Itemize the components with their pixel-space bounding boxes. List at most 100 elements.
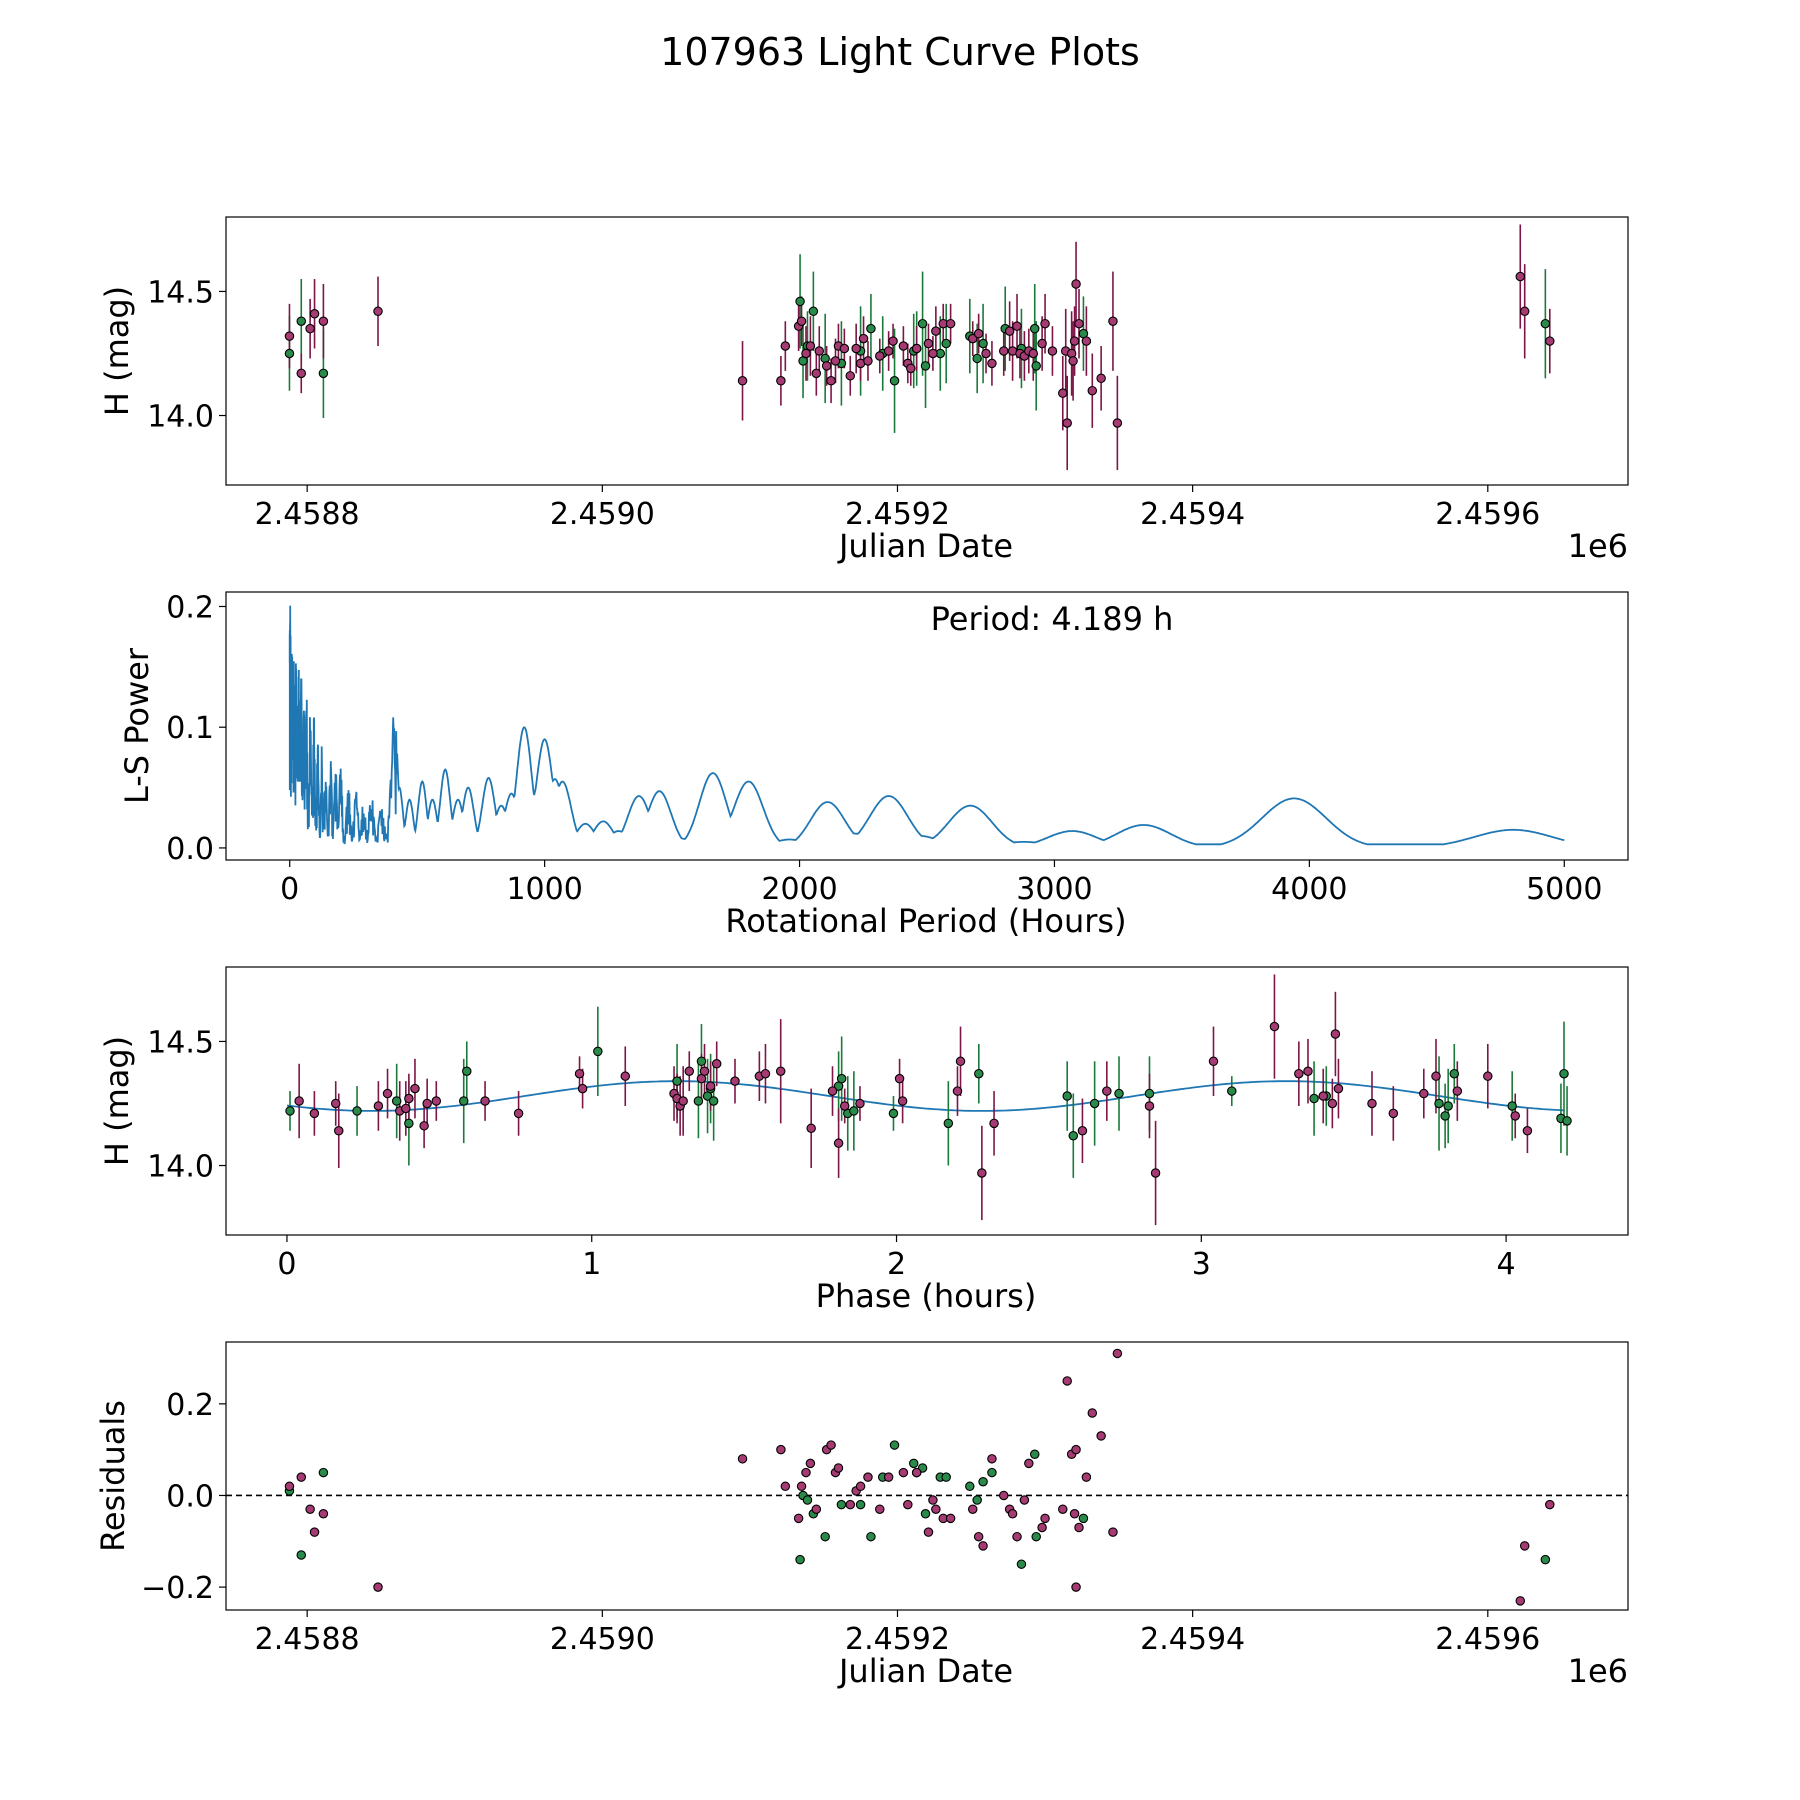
light-curve-xtick-label: 2.4594 — [1140, 497, 1245, 532]
phased-point-band_a — [401, 1103, 411, 1114]
phased-point-band_b — [593, 1046, 603, 1057]
light-curve-point-band_a — [737, 376, 748, 386]
phased-point-band_a — [404, 1093, 414, 1104]
light-curve-point-band_a — [923, 338, 934, 349]
light-curve-points — [284, 224, 1555, 471]
phased-point-band_a — [1102, 1086, 1112, 1096]
residuals-point-band_a — [318, 1509, 329, 1519]
residuals-ytick-label: −0.2 — [141, 1571, 214, 1606]
light-curve-point-band_a — [1028, 348, 1039, 359]
light-curve-point-band_a — [981, 348, 991, 359]
periodogram-xtick-label: 5000 — [1526, 872, 1602, 907]
light-curve-xtick-label: 2.4592 — [845, 497, 950, 532]
residuals-ytick-label: 0.2 — [166, 1388, 214, 1423]
phased-point-band_b — [672, 1076, 682, 1086]
light-curve-point-band_a — [1519, 306, 1530, 317]
light-curve-point-band_b — [284, 348, 295, 359]
light-curve-point-band_b — [889, 376, 900, 386]
residuals-point-band_a — [1024, 1458, 1034, 1469]
light-curve-point-band_a — [305, 323, 315, 334]
residuals-xtick-label: 2.4588 — [255, 1622, 360, 1657]
light-curve-point-band_a — [967, 333, 978, 344]
phased-point-band_b — [836, 1073, 847, 1084]
residuals-points — [226, 1348, 1628, 1606]
light-curve-point-band_a — [373, 306, 383, 317]
phased-point-band_b — [1562, 1116, 1572, 1126]
residuals-point-band_a — [1087, 1408, 1098, 1418]
residuals-point-band_a — [296, 1472, 307, 1482]
periodogram-annotation: Period: 4.189 h — [931, 600, 1174, 638]
light-curve-point-band_b — [941, 338, 951, 349]
residuals-point-band_b — [972, 1495, 982, 1505]
residuals-point-band_b — [920, 1509, 931, 1519]
light-curve-point-band_b — [917, 318, 928, 329]
residuals-point-band_a — [1108, 1527, 1118, 1537]
light-curve-offset-label: 1e6 — [1568, 527, 1628, 565]
light-curve-point-band_a — [911, 343, 922, 354]
residuals-ticks: 2.4588 2.4590 2.4592 2.4594 2.4596 −0.2 0.0 0.2 — [141, 1388, 1540, 1657]
residuals-point-band_a — [1071, 1582, 1081, 1592]
phased-point-band_b — [1227, 1086, 1237, 1096]
phased-point-band_a — [1303, 1066, 1313, 1076]
light-curve-xtick-label: 2.4588 — [255, 497, 360, 532]
phased-point-band_a — [855, 1098, 865, 1109]
residuals-point-band_a — [1037, 1522, 1047, 1533]
residuals-point-band_a — [923, 1527, 934, 1537]
light-curve-point-band_a — [1058, 388, 1068, 398]
residuals-point-band_a — [987, 1454, 997, 1464]
phased-point-band_b — [974, 1068, 984, 1079]
light-curve-point-band_a — [814, 346, 825, 356]
phased-point-band_a — [373, 1101, 384, 1111]
phased-point-band_a — [480, 1096, 490, 1106]
residuals-point-band_a — [931, 1504, 941, 1514]
residuals-point-band_a — [801, 1467, 811, 1478]
phased-point-band_a — [1333, 1083, 1344, 1094]
phased-point-band_b — [458, 1096, 469, 1106]
light-curve-point-band_a — [1040, 318, 1050, 329]
phased-point-band_b — [391, 1096, 402, 1106]
residuals-point-band_a — [1007, 1509, 1018, 1519]
phased-point-band_a — [1419, 1088, 1429, 1099]
light-curve-point-band_b — [795, 296, 805, 307]
light-curve-point-band_a — [805, 341, 816, 351]
light-curve-point-band_a — [1515, 271, 1526, 282]
phased-point-band_a — [1431, 1071, 1441, 1081]
phased-point-band_b — [888, 1108, 899, 1119]
phased-point-band_a — [410, 1083, 420, 1094]
phased-point-band_a — [382, 1088, 393, 1099]
phased-point-band_b — [285, 1106, 295, 1116]
periodogram-ytick-label: 0.0 — [166, 832, 214, 867]
residuals-point-band_b — [978, 1476, 988, 1487]
residuals-point-band_a — [737, 1454, 748, 1464]
residuals-point-band_a — [1515, 1596, 1526, 1606]
residuals-xtick-label: 2.4596 — [1435, 1622, 1540, 1657]
phased-point-band_a — [334, 1126, 344, 1136]
light-curve-xlabel: Julian Date — [837, 527, 1013, 565]
residuals-point-band_a — [811, 1504, 822, 1514]
phased-xtick-label: 4 — [1497, 1247, 1516, 1282]
phased-point-band_a — [1077, 1126, 1088, 1136]
phased-point-band_a — [730, 1076, 740, 1086]
light-curve-point-band_a — [851, 343, 861, 354]
residuals-point-band_a — [845, 1499, 856, 1510]
phased-point-band_a — [806, 1123, 816, 1134]
phased-point-band_a — [827, 1086, 838, 1096]
light-curve-point-band_a — [875, 351, 885, 361]
light-curve-point-band_b — [808, 306, 819, 317]
residuals-point-band_b — [855, 1499, 866, 1510]
figure-title: 107963 Light Curve Plots — [660, 30, 1140, 74]
phased-model-curve — [286, 1080, 1564, 1112]
periodogram-xtick-label: 4000 — [1271, 872, 1347, 907]
light-curve-ylabel: H (mag) — [98, 286, 136, 416]
residuals-point-band_a — [1062, 1376, 1072, 1386]
residuals-point-band_b — [1016, 1559, 1027, 1569]
residuals-point-band_b — [318, 1467, 329, 1478]
periodogram-panel: 0 1000 2000 3000 4000 5000 0.0 0.1 0.2 Period: 4… — [118, 590, 1629, 940]
light-curve-point-band_a — [296, 368, 307, 379]
residuals-point-band_a — [1112, 1348, 1123, 1359]
residuals-point-band_a — [780, 1481, 791, 1492]
phased-point-band_a — [431, 1096, 442, 1106]
phased-point-band_a — [1294, 1068, 1304, 1079]
phased-point-band_a — [897, 1096, 908, 1106]
residuals-point-band_b — [820, 1531, 830, 1542]
